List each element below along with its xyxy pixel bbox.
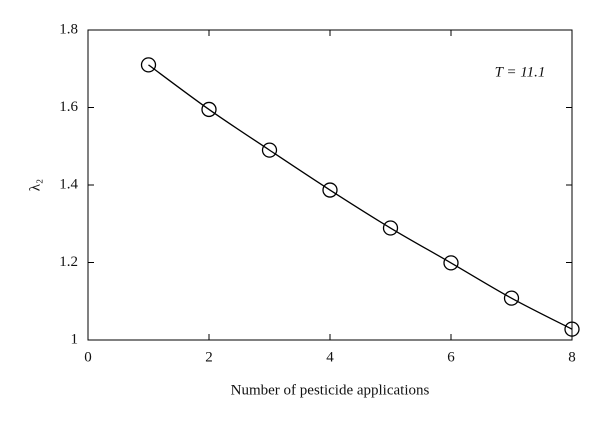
- point-marker: [261, 142, 278, 158]
- point-marker: [140, 57, 157, 73]
- annotation: T = 11.1: [495, 64, 546, 80]
- x-tick-label: 0: [84, 349, 92, 365]
- x-tick-label: 2: [205, 349, 213, 365]
- point-marker: [443, 255, 459, 271]
- point-marker: [564, 321, 580, 337]
- y-tick-label: 1.4: [59, 176, 78, 192]
- y-tick-label: 1.8: [59, 21, 78, 37]
- series-line: [148, 64, 573, 330]
- x-tick-label: 6: [447, 349, 455, 365]
- y-tick-label: 1.2: [59, 254, 78, 270]
- x-axis-label: Number of pesticide applications: [231, 382, 430, 398]
- x-tick-label: 4: [326, 349, 334, 365]
- y-axis-label: λ₂: [27, 179, 43, 192]
- point-marker: [382, 220, 399, 236]
- x-tick-label: 8: [568, 349, 576, 365]
- point-marker: [322, 182, 338, 198]
- point-marker: [503, 290, 520, 306]
- y-tick-label: 1: [71, 331, 79, 347]
- point-marker: [201, 101, 217, 118]
- y-tick-label: 1.6: [59, 99, 78, 115]
